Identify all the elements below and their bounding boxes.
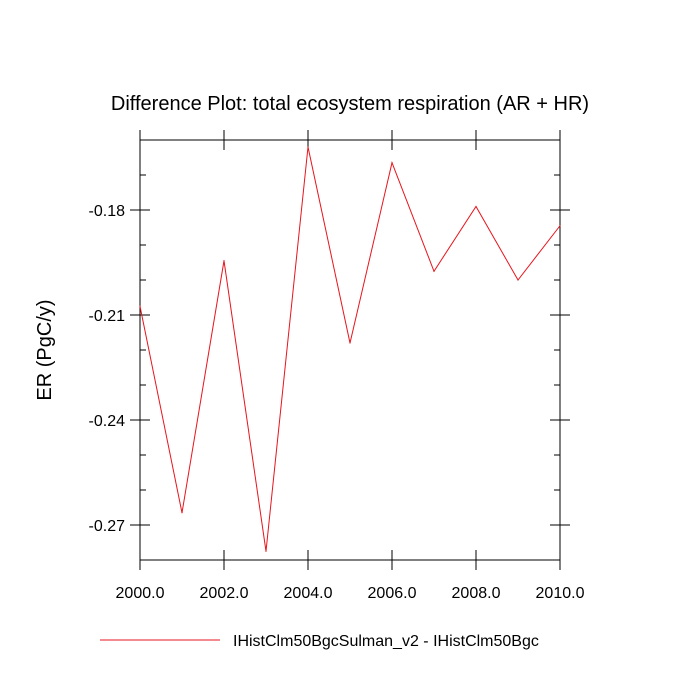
y-major-ticks: -0.18 -0.21 -0.24 -0.27 bbox=[89, 203, 570, 535]
x-tick-label: 2002.0 bbox=[200, 585, 249, 602]
data-point bbox=[265, 550, 267, 552]
data-point bbox=[517, 279, 519, 281]
x-tick-label: 2010.0 bbox=[536, 585, 585, 602]
x-ticks: 2000.0 2002.0 2004.0 2006.0 2008.0 2010.0 bbox=[116, 130, 585, 602]
x-tick-label: 2004.0 bbox=[284, 585, 333, 602]
data-point bbox=[559, 225, 561, 227]
y-axis-label: ER (PgC/y) bbox=[34, 299, 56, 400]
legend: IHistClm50BgcSulman_v2 - IHistClm50Bgc bbox=[100, 633, 539, 650]
y-tick-label: -0.24 bbox=[89, 413, 126, 430]
y-tick-label: -0.21 bbox=[89, 308, 126, 325]
plot-frame bbox=[139, 139, 561, 561]
legend-label: IHistClm50BgcSulman_v2 - IHistClm50Bgc bbox=[233, 633, 539, 650]
y-tick-label: -0.18 bbox=[89, 203, 126, 220]
data-point bbox=[433, 270, 435, 272]
x-tick-label: 2006.0 bbox=[368, 585, 417, 602]
data-point bbox=[391, 162, 393, 164]
data-point bbox=[307, 146, 309, 148]
data-point bbox=[475, 205, 477, 208]
x-tick-label: 2008.0 bbox=[452, 585, 501, 602]
data-point bbox=[181, 512, 183, 514]
chart-title: Difference Plot: total ecosystem respira… bbox=[111, 93, 589, 115]
series-layer bbox=[139, 146, 561, 552]
x-tick-label: 2000.0 bbox=[116, 585, 165, 602]
series-line bbox=[139, 146, 561, 552]
y-tick-label: -0.27 bbox=[89, 518, 126, 535]
y-minor-ticks bbox=[140, 139, 560, 561]
data-point bbox=[349, 342, 351, 344]
data-point bbox=[139, 305, 141, 307]
data-point bbox=[223, 260, 225, 262]
